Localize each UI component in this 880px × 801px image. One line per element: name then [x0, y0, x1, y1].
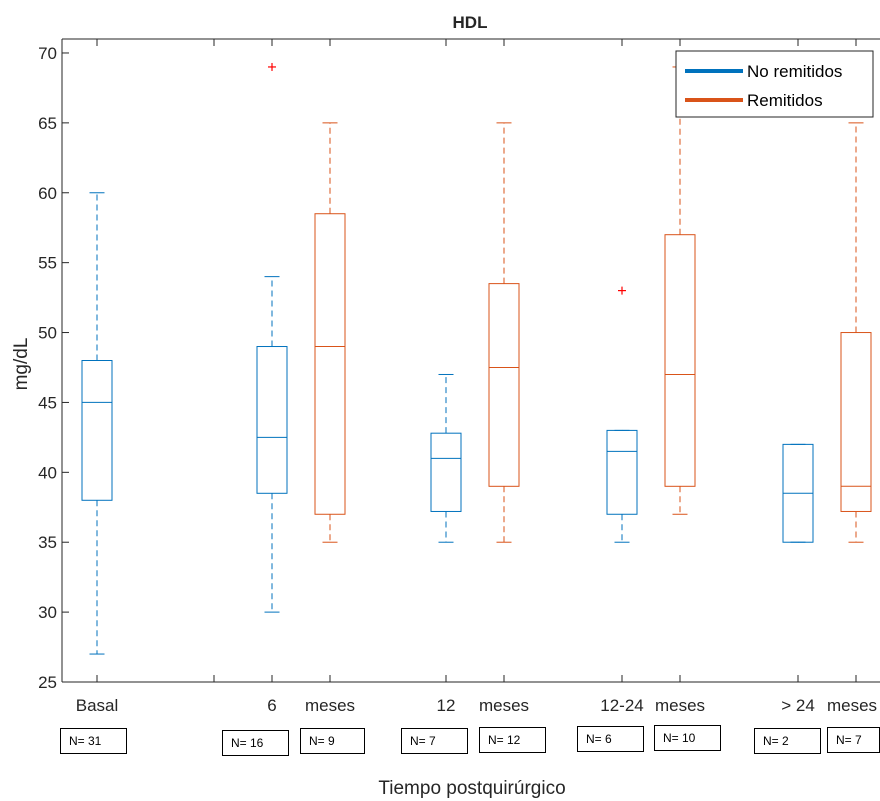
y-tick-label: 45 — [38, 393, 57, 412]
box-group — [430, 373, 462, 543]
x-tick-label: 12-24 — [600, 696, 643, 715]
y-tick-label: 35 — [38, 533, 57, 552]
y-tick-label: 30 — [38, 603, 57, 622]
legend-box — [675, 50, 874, 118]
y-tick-label: 25 — [38, 673, 57, 692]
box-iqr — [606, 429, 638, 515]
box-iqr — [664, 234, 696, 487]
y-tick-label: 50 — [38, 324, 57, 343]
sample-size-label: N= 10 — [654, 725, 721, 751]
box-group — [256, 62, 288, 613]
x-axis-label: Tiempo postquirúrgico — [378, 778, 565, 799]
box-iqr — [840, 332, 872, 512]
box-iqr — [81, 360, 113, 501]
y-axis-label: mg/dL — [11, 338, 32, 391]
box-group — [81, 192, 113, 655]
legend-entry-label: No remitidos — [747, 62, 842, 81]
sample-size-label: N= 16 — [222, 730, 289, 756]
sample-size-label: N= 12 — [479, 727, 546, 753]
box-group — [840, 122, 872, 543]
sample-size-label: N= 7 — [401, 728, 468, 754]
x-tick-label: meses — [827, 696, 877, 715]
legend-entry-label: Remitidos — [747, 91, 823, 110]
chart-title: HDL — [453, 13, 488, 32]
box-iqr — [314, 213, 346, 515]
y-tick-label: 55 — [38, 254, 57, 273]
y-tick-label: 65 — [38, 114, 57, 133]
box-group — [606, 286, 638, 543]
box-iqr — [256, 346, 288, 494]
x-tick-label: meses — [479, 696, 529, 715]
x-tick-label: > 24 — [781, 696, 815, 715]
sample-size-label: N= 6 — [577, 726, 644, 752]
box-plot-series — [81, 62, 872, 655]
x-tick-label: meses — [655, 696, 705, 715]
x-tick-label: Basal — [76, 696, 119, 715]
box-group — [664, 66, 696, 515]
x-tick-label: 6 — [267, 696, 276, 715]
plot-axes: 25 30 35 40 45 50 55 60 65 70 Basal 6 meses 12 meses 12… — [38, 38, 880, 715]
x-tick-label: 12 — [437, 696, 456, 715]
box-iqr — [430, 432, 462, 512]
legend: No remitidos Remitidos — [675, 50, 874, 118]
box-group — [488, 122, 520, 543]
y-tick-label: 70 — [38, 44, 57, 63]
box-iqr — [488, 283, 520, 487]
y-tick-label: 40 — [38, 463, 57, 482]
sample-size-label: N= 2 — [754, 728, 821, 754]
y-tick-label: 60 — [38, 184, 57, 203]
sample-size-label: N= 31 — [60, 728, 127, 754]
x-tick-label: meses — [305, 696, 355, 715]
sample-size-label: N= 9 — [300, 728, 365, 754]
box-group — [782, 443, 814, 543]
box-group — [314, 122, 346, 543]
sample-size-label: N= 7 — [827, 727, 880, 753]
